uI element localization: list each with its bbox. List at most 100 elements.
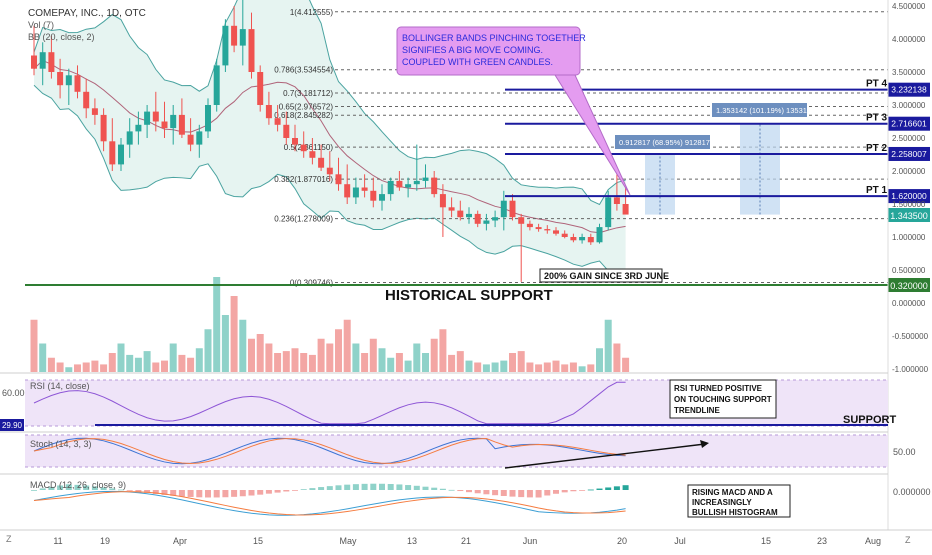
volume-bar [108,353,116,372]
time-axis-label: Jun [523,536,538,546]
macd-hist-bar [605,487,612,490]
price-axis-label: 4.000000 [892,35,926,44]
bb-indicator-label: BB (20, close, 2) [28,32,95,42]
time-axis-label: 13 [407,536,417,546]
rsi-value-tag: 29.90 [2,421,23,430]
macd-histogram [31,483,629,498]
candle-body [196,131,203,145]
macd-hist-bar [544,490,551,496]
candle-body [91,108,98,115]
macd-hist-bar [300,489,307,490]
volume-bar [126,354,134,372]
macd-hist-bar [196,490,203,498]
candle-body [48,52,55,72]
candle-body [413,180,420,185]
candle-body [39,52,46,69]
candle-body [274,118,281,125]
stoch-k-line [33,437,626,465]
fib-label: 0.65(2.976572) [279,103,334,112]
volume-bar [308,354,316,372]
volume-bar [439,329,447,372]
time-axis: 11 19 Apr 15 May 13 21 Jun 20 Jul 15 23 Aug [53,536,881,546]
callout-pointer [554,74,631,196]
candle-body [300,144,307,152]
volume-bar [300,353,308,372]
time-axis-label: 21 [461,536,471,546]
fib-label: 0(0.309746) [290,279,333,288]
rsi-note-text-3: TRENDLINE [674,406,720,415]
candle-body [370,190,377,201]
volume-bar [482,364,490,372]
candle-body [318,157,325,168]
macd-hist-bar [431,487,438,490]
rsi-label: RSI (14, close) [30,381,90,391]
macd-hist-bar [387,484,394,490]
macd-hist-bar [405,485,412,490]
candle-body [83,91,90,109]
volume-bar [517,351,525,372]
volume-bar [291,348,299,372]
target-tag-bg [888,146,930,161]
time-axis-label: 19 [100,536,110,546]
macd-note-text-2: INCREASINGLY [692,498,752,507]
candle-body [152,111,159,122]
target-tag: 2.258007 [891,149,927,159]
candle-body [352,187,359,198]
support-price-tag: 0.320000 [890,281,928,291]
macd-hist-bar [579,490,586,491]
candle-body [248,29,255,73]
current-price-tag-bg [888,208,930,222]
volume-bar [387,357,395,372]
macd-hist-bar [65,484,72,490]
candle-body [144,111,151,125]
volume-bar [448,354,456,372]
candle-body [292,138,298,145]
candle-body [265,105,272,119]
candle-body [65,75,72,86]
volume-bar [47,357,55,372]
projection-box [645,153,675,215]
projection-label-bg [712,103,807,117]
candle-body [570,237,577,241]
bb-fill [34,0,626,274]
zoom-right-icon[interactable]: Z [905,535,911,545]
symbol-title: COMEPAY, INC., 1D, OTC [28,8,146,19]
macd-hist-bar [492,490,499,496]
time-axis-label: 15 [761,536,771,546]
macd-hist-bar [561,490,568,493]
fib-label: 1(4.412555) [290,8,333,17]
macd-hist-bar [205,490,211,498]
target-label: PT 1 [866,185,888,196]
macd-hist-bar [535,490,542,498]
volume-bar [535,364,543,372]
price-axis-label: 4.500000 [892,2,926,11]
candle-body [448,207,455,211]
candle-body [474,213,481,224]
volume-bar [569,362,577,372]
zoom-left-icon[interactable]: Z [6,534,12,544]
volume-bar [404,360,412,372]
macd-hist-bar [118,489,124,491]
candle-body [492,217,499,221]
projection-label: 0.912817 (68.95%) 912817 [619,138,710,147]
volume-bar [274,353,282,372]
volume-bar [352,343,360,372]
volume-bar [100,364,108,372]
time-axis-label: Apr [173,536,187,546]
volume-bar [248,338,255,372]
volume-bar [413,343,421,372]
candle-body [222,25,229,66]
candle-body [170,114,177,129]
stoch-d-line [33,438,626,464]
time-axis-label: 15 [253,536,263,546]
volume-bar [622,357,630,372]
volume-bar [256,334,264,372]
volume-bar [552,360,560,372]
macd-hist-bar [152,490,159,494]
candle-body [613,197,620,204]
volume-bar [204,329,212,372]
stoch-label: Stoch (14, 3, 3) [30,439,92,449]
macd-hist-bar [587,489,594,491]
